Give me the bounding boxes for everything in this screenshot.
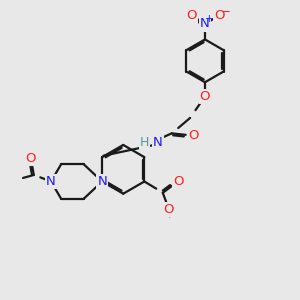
Text: N: N [97, 175, 107, 188]
Text: O: O [173, 175, 184, 188]
Text: H: H [140, 136, 149, 149]
Text: O: O [26, 152, 36, 165]
Text: O: O [187, 9, 197, 22]
Text: N: N [200, 17, 210, 31]
Text: +: + [205, 14, 214, 24]
Text: O: O [214, 9, 224, 22]
Text: O: O [200, 90, 210, 103]
Text: O: O [163, 202, 173, 216]
Text: −: − [221, 5, 231, 18]
Text: N: N [46, 175, 56, 188]
Text: N: N [153, 136, 163, 149]
Text: O: O [188, 129, 198, 142]
